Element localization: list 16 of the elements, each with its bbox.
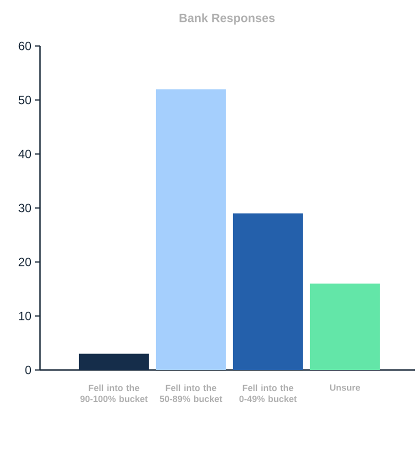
x-tick-label: Unsure (330, 384, 360, 391)
bar (310, 284, 380, 370)
bar (232, 213, 303, 370)
y-tick-label: 20 (18, 258, 32, 266)
bar (156, 89, 226, 370)
y-tick-label: 50 (18, 96, 32, 104)
y-tick-label: 30 (18, 204, 32, 212)
x-tick-label: Fell into the 50-89% bucket (160, 384, 222, 402)
y-tick-label: 60 (18, 42, 32, 50)
bar (78, 354, 149, 370)
chart-title: Bank Responses (180, 13, 275, 25)
y-tick-label: 10 (19, 312, 32, 320)
x-tick-label: Fell into the 0-49% bucket (239, 384, 297, 402)
y-tick-label: 40 (18, 150, 32, 158)
y-tick-label: 0 (25, 366, 32, 374)
x-tick-label: Fell into the 90-100% bucket (80, 384, 148, 402)
